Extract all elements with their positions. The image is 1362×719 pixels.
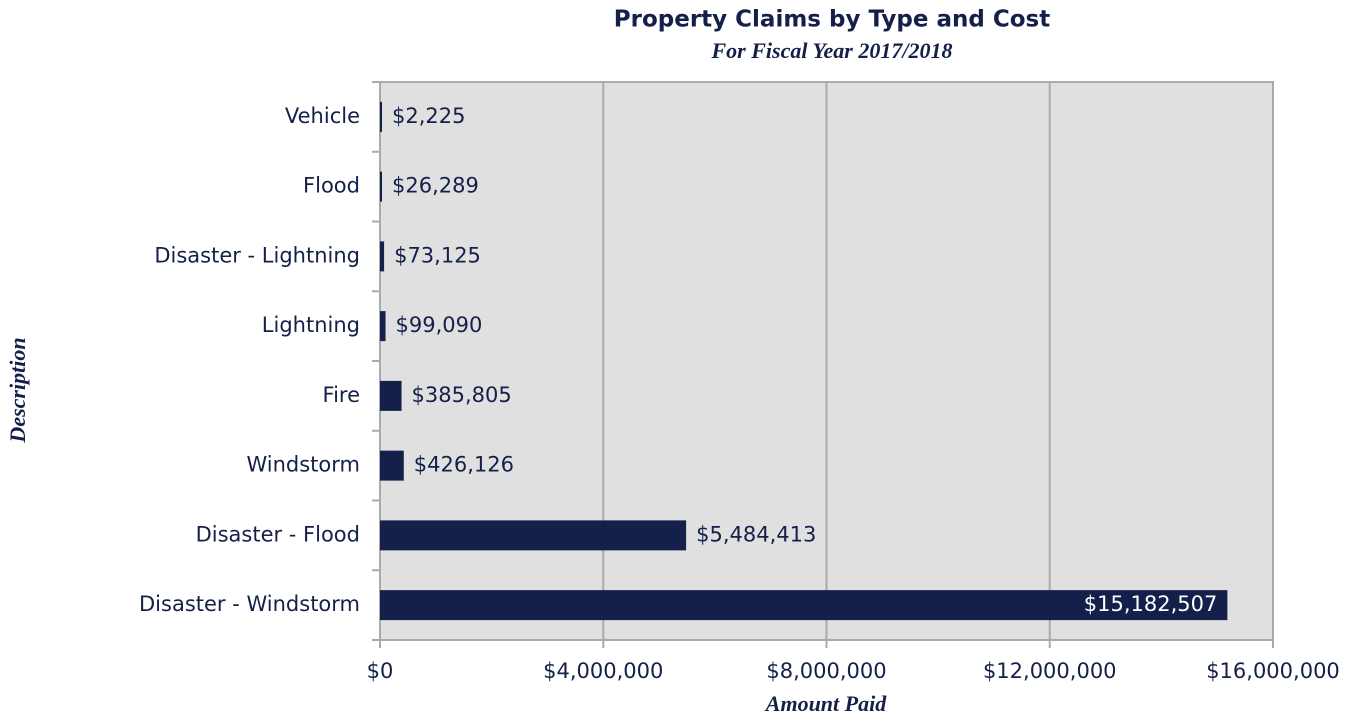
y-tick-label: Disaster - Flood	[196, 522, 360, 546]
x-tick-label: $0	[367, 659, 394, 683]
data-label: $426,126	[414, 453, 514, 477]
y-tick-label: Windstorm	[246, 453, 360, 477]
bar	[380, 101, 382, 132]
x-tick-label: $16,000,000	[1206, 659, 1340, 683]
data-label: $73,125	[394, 243, 481, 267]
bar	[380, 520, 687, 551]
chart-subtitle: For Fiscal Year 2017/2018	[710, 38, 952, 63]
data-label: $99,090	[396, 313, 483, 337]
data-label: $2,225	[392, 104, 465, 128]
x-tick-label: $12,000,000	[983, 659, 1117, 683]
bar	[380, 450, 404, 481]
data-label: $5,484,413	[696, 522, 816, 546]
data-label: $385,805	[412, 383, 512, 407]
y-tick-label: Disaster - Windstorm	[139, 592, 360, 616]
bar	[380, 241, 385, 272]
y-tick-label: Flood	[303, 174, 360, 198]
bar	[380, 590, 1228, 621]
chart-title: Property Claims by Type and Cost	[614, 7, 1050, 33]
bar	[380, 171, 382, 202]
bar	[380, 311, 386, 342]
y-tick-label: Lightning	[262, 313, 360, 337]
bar	[380, 380, 402, 411]
x-tick-label: $8,000,000	[766, 659, 886, 683]
y-axis-label: Description	[5, 337, 30, 443]
x-tick-label: $4,000,000	[543, 659, 663, 683]
y-tick-label: Disaster - Lightning	[154, 243, 360, 267]
data-label: $15,182,507	[1084, 592, 1218, 616]
x-axis-label: Amount Paid	[764, 691, 887, 716]
y-tick-label: Fire	[323, 383, 360, 407]
y-tick-label: Vehicle	[285, 104, 360, 128]
data-label: $26,289	[392, 174, 479, 198]
